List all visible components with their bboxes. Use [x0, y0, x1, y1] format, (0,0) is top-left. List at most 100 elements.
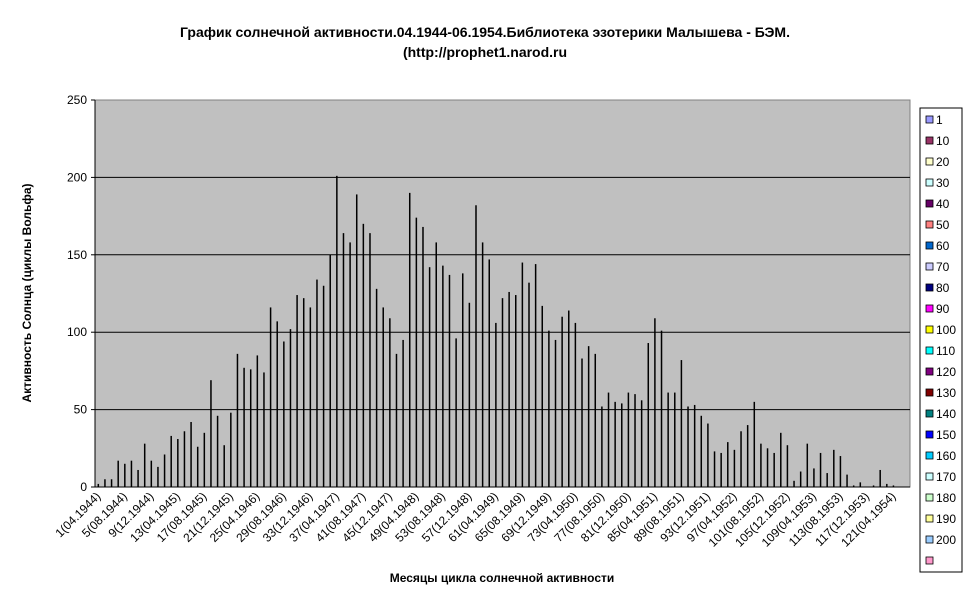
bar	[508, 291, 510, 487]
bar	[461, 273, 464, 487]
bar	[110, 479, 113, 487]
bar	[475, 205, 477, 487]
bar	[852, 485, 855, 487]
legend-label: 70	[936, 260, 950, 274]
bar	[647, 343, 650, 487]
bar	[501, 298, 504, 487]
bar	[707, 423, 709, 487]
legend-swatch	[925, 220, 934, 229]
legend-label: 50	[936, 218, 950, 232]
bar	[773, 452, 775, 487]
legend-swatch	[925, 325, 934, 334]
y-tick-label: 100	[67, 325, 87, 339]
bar	[448, 274, 451, 487]
bar	[813, 468, 815, 487]
bar	[124, 463, 126, 487]
bar	[104, 479, 106, 487]
bar	[634, 394, 636, 487]
bar	[170, 435, 172, 487]
bar	[97, 483, 100, 487]
legend-swatch	[925, 304, 934, 313]
legend-label: 140	[936, 407, 956, 421]
bar	[210, 380, 212, 487]
bar	[720, 452, 722, 487]
bar	[872, 485, 875, 487]
bar	[435, 242, 437, 487]
bar	[528, 282, 530, 487]
bar	[488, 259, 490, 487]
bar	[534, 264, 537, 487]
legend-swatch	[925, 157, 934, 166]
bar	[727, 442, 729, 487]
legend-swatch	[925, 241, 934, 250]
bar	[700, 415, 703, 487]
bar	[468, 302, 471, 487]
legend-swatch	[925, 388, 934, 397]
y-tick-label: 250	[67, 93, 87, 107]
chart-title: График солнечной активности.04.1944-06.1…	[180, 24, 790, 40]
legend-swatch	[925, 556, 934, 565]
bar	[382, 307, 384, 487]
bar	[541, 305, 544, 487]
legend-label: 20	[936, 155, 950, 169]
bar	[753, 401, 756, 487]
bar	[117, 460, 119, 487]
legend-label: 110	[936, 344, 955, 358]
legend-label: 120	[936, 365, 956, 379]
bar	[455, 338, 457, 487]
bar	[515, 295, 517, 487]
bar	[230, 412, 232, 487]
bar	[283, 341, 285, 487]
legend-swatch	[925, 115, 934, 124]
legend-swatch	[925, 136, 934, 145]
bar	[495, 322, 497, 487]
bar	[740, 431, 742, 487]
bar	[667, 392, 669, 487]
legend-label: 100	[936, 323, 956, 337]
bar	[177, 439, 179, 487]
legend-label: 190	[936, 512, 956, 526]
bar	[607, 392, 610, 487]
bar	[309, 307, 312, 487]
legend-label: 80	[936, 281, 950, 295]
legend-swatch	[925, 451, 934, 460]
bar	[786, 445, 789, 487]
bar	[826, 473, 828, 487]
bar	[190, 421, 192, 487]
bar	[674, 392, 676, 487]
bar	[846, 474, 848, 487]
bar	[143, 443, 146, 487]
legend-label: 30	[936, 176, 950, 190]
x-axis-title: Месяцы цикла солнечной активности	[390, 571, 615, 585]
legend-swatch	[925, 409, 934, 418]
bar	[375, 288, 378, 487]
legend-label: 180	[936, 491, 956, 505]
bar	[640, 400, 643, 487]
bar	[733, 449, 736, 487]
bar	[614, 401, 616, 487]
bar	[819, 452, 822, 487]
bar	[594, 353, 597, 487]
bar	[481, 242, 484, 487]
y-tick-label: 200	[67, 170, 87, 184]
bar	[362, 223, 365, 487]
y-tick-label: 150	[67, 248, 87, 262]
legend-label: 160	[936, 449, 956, 463]
bar	[223, 445, 225, 487]
legend-label: 170	[936, 470, 956, 484]
bar	[680, 360, 683, 487]
bar	[150, 460, 153, 487]
bar	[329, 254, 331, 487]
bar	[780, 432, 782, 487]
legend-swatch	[925, 367, 934, 376]
bar	[183, 431, 186, 487]
bar	[806, 443, 809, 487]
bar	[799, 471, 802, 487]
legend-swatch	[925, 430, 934, 439]
bar	[342, 233, 345, 487]
bar	[660, 330, 663, 487]
legend-label: 150	[936, 428, 956, 442]
legend-label: 90	[936, 302, 950, 316]
legend-label: 200	[936, 533, 956, 547]
bar	[833, 449, 835, 487]
